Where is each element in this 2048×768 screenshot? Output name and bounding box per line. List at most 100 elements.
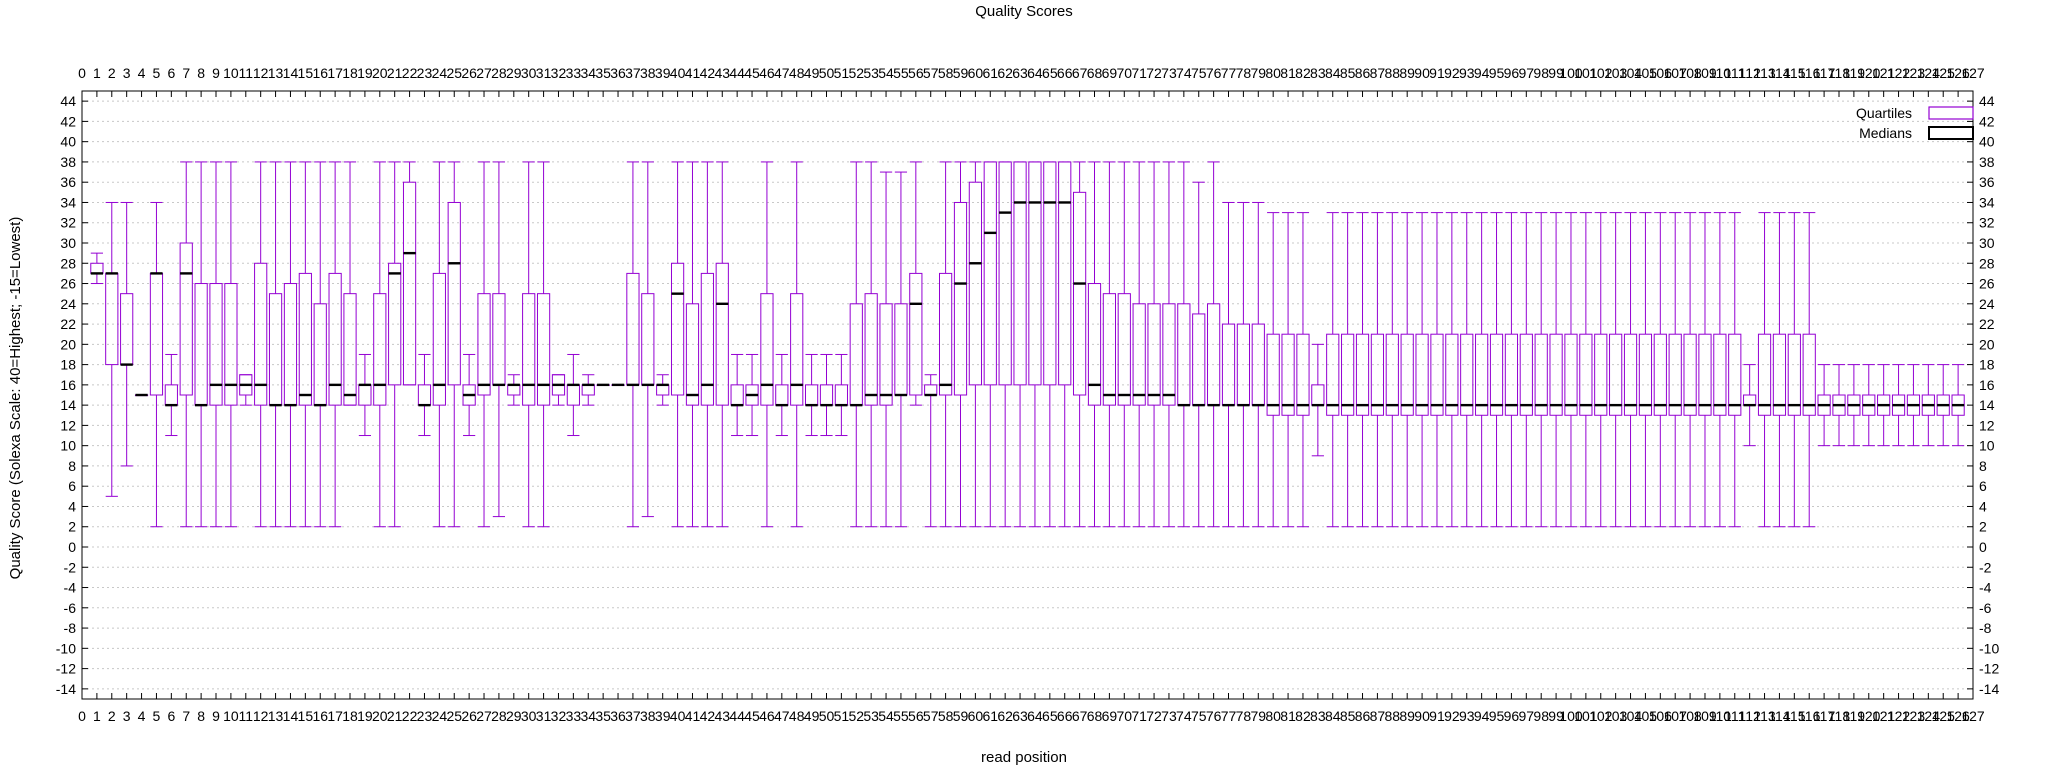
box-position-114: [1772, 212, 1787, 528]
box-position-111: [1728, 212, 1742, 528]
quartile-box: [1370, 333, 1385, 416]
box-position-28: [492, 161, 506, 518]
x-tick-label-bottom: 17: [327, 708, 343, 724]
x-tick-label-bottom: 69: [1102, 708, 1118, 724]
quartile-box: [1192, 313, 1206, 406]
y-tick-label-left: 32: [60, 215, 76, 231]
y-tick-label-left: -4: [64, 580, 77, 596]
x-tick-label-top: 110: [1709, 65, 1732, 81]
x-tick-label-bottom: 86: [1355, 708, 1371, 724]
x-tick-label-top: 112: [1738, 65, 1761, 81]
x-tick-label-bottom: 98: [1533, 708, 1549, 724]
box-position-43: [715, 161, 729, 528]
x-tick-label-top: 51: [834, 65, 850, 81]
y-tick-label-left: -2: [64, 559, 77, 575]
x-tick-label-top: 103: [1604, 65, 1628, 81]
x-tick-label-bottom: 3: [123, 708, 131, 724]
box-position-76: [1207, 161, 1221, 528]
x-tick-label-bottom: 79: [1251, 708, 1267, 724]
x-tick-label-bottom: 58: [938, 708, 954, 724]
box-position-84: [1326, 212, 1340, 528]
x-axis-ticks: 0011223344556677889910101111121213131414…: [78, 65, 1985, 724]
x-tick-label-bottom: 106: [1649, 708, 1673, 724]
x-tick-label-bottom: 4: [138, 708, 146, 724]
x-tick-label-top: 5: [153, 65, 161, 81]
box-position-99: [1549, 212, 1563, 528]
x-tick-label-bottom: 1: [93, 708, 101, 724]
x-tick-label-bottom: 56: [908, 708, 924, 724]
x-tick-label-top: 25: [446, 65, 462, 81]
x-tick-label-bottom: 95: [1489, 708, 1505, 724]
box-position-115: [1787, 212, 1801, 528]
box-position-107: [1668, 212, 1682, 528]
y-tick-label-left: 38: [60, 154, 76, 170]
quartile-box: [1117, 293, 1131, 406]
x-tick-label-bottom: 78: [1236, 708, 1252, 724]
y-tick-label-right: 26: [1979, 276, 1995, 292]
quartile-box: [1653, 333, 1667, 416]
quartile-box: [492, 293, 506, 386]
quartile-box: [700, 272, 714, 406]
box-position-123: [1906, 364, 1921, 447]
legend-swatch-quartiles: [1928, 106, 1974, 120]
quartile-box: [120, 293, 134, 366]
quartile-box: [1698, 333, 1712, 416]
y-tick-label-right: 30: [1979, 235, 1995, 251]
x-tick-label-top: 3: [123, 65, 131, 81]
x-tick-label-bottom: 113: [1753, 708, 1776, 724]
x-tick-label-bottom: 112: [1738, 708, 1761, 724]
box-position-25: [447, 161, 461, 528]
x-tick-label-bottom: 29: [506, 708, 522, 724]
y-tick-label-right: 34: [1979, 194, 1995, 210]
quartile-box: [1787, 333, 1801, 416]
y-tick-label-left: 22: [60, 316, 76, 332]
legend-swatch-medians: [1928, 126, 1974, 140]
x-tick-label-top: 98: [1533, 65, 1549, 81]
x-tick-label-top: 106: [1649, 65, 1673, 81]
x-tick-label-bottom: 81: [1280, 708, 1296, 724]
x-tick-label-bottom: 46: [759, 708, 775, 724]
x-tick-label-bottom: 53: [863, 708, 879, 724]
x-tick-label-bottom: 15: [298, 708, 314, 724]
box-position-92: [1445, 212, 1459, 528]
y-tick-label-left: 10: [60, 438, 76, 454]
x-tick-label-top: 63: [1012, 65, 1028, 81]
box-position-52: [849, 161, 863, 528]
box-position-87: [1370, 212, 1385, 528]
box-position-62: [998, 161, 1012, 528]
quartile-box: [1489, 333, 1504, 416]
quartile-box: [1579, 333, 1593, 416]
box-position-65: [1043, 161, 1057, 528]
x-tick-label-bottom: 54: [878, 708, 894, 724]
quartile-box: [209, 283, 223, 406]
quartile-box: [924, 384, 938, 396]
box-position-61: [983, 161, 997, 528]
box-position-102: [1594, 212, 1608, 528]
box-position-91: [1430, 212, 1444, 528]
y-tick-label-left: 2: [68, 519, 76, 535]
x-tick-label-bottom: 93: [1459, 708, 1475, 724]
x-tick-label-top: 28: [491, 65, 507, 81]
x-tick-label-bottom: 99: [1548, 708, 1564, 724]
x-tick-label-top: 67: [1072, 65, 1088, 81]
x-tick-label-top: 120: [1857, 65, 1881, 81]
quartile-box: [1713, 333, 1727, 416]
x-tick-label-top: 42: [700, 65, 716, 81]
box-series: [90, 161, 1965, 528]
x-tick-label-top: 94: [1474, 65, 1490, 81]
x-tick-label-bottom: 109: [1693, 708, 1717, 724]
x-tick-label-bottom: 103: [1604, 708, 1628, 724]
x-tick-label-top: 100: [1559, 65, 1583, 81]
quartile-box: [447, 201, 461, 386]
box-position-106: [1653, 212, 1667, 528]
y-tick-label-right: 4: [1979, 498, 1987, 514]
x-tick-label-bottom: 65: [1042, 708, 1058, 724]
x-tick-label-bottom: 117: [1813, 708, 1836, 724]
quartile-box: [1087, 283, 1102, 406]
quartile-box: [313, 303, 327, 406]
x-tick-label-top: 20: [372, 65, 388, 81]
grid-lines: [82, 100, 1973, 690]
x-tick-label-bottom: 25: [446, 708, 462, 724]
x-tick-label-bottom: 88: [1385, 708, 1401, 724]
